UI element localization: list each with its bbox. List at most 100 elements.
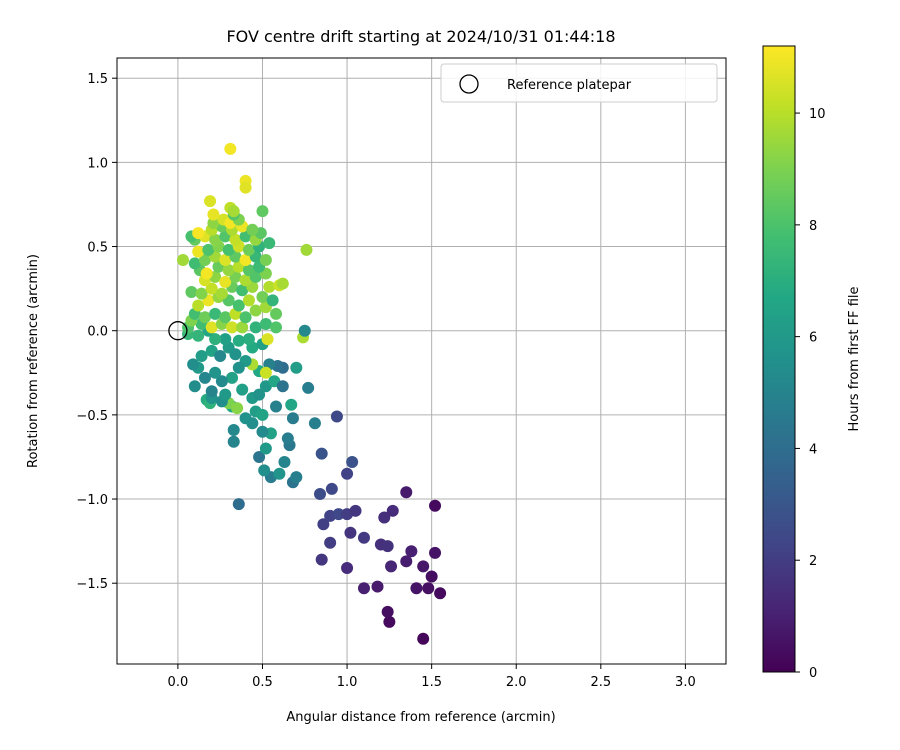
y-tick-label: 1.5 [87, 72, 108, 87]
data-point [259, 442, 272, 455]
y-tick-label: 0.0 [87, 325, 108, 340]
colorbar-gradient [763, 46, 795, 672]
data-point [246, 223, 259, 236]
y-tick-label: −1.0 [76, 493, 108, 508]
data-point [308, 417, 321, 430]
data-point [253, 388, 266, 401]
y-tick-label: −0.5 [76, 409, 108, 424]
points-layer [176, 142, 447, 645]
data-point [242, 294, 255, 307]
y-axis-title: Rotation from reference (arcmin) [26, 254, 41, 468]
data-point [224, 142, 237, 155]
data-point [276, 380, 289, 393]
data-point [229, 348, 242, 361]
data-point [209, 333, 222, 346]
data-point [200, 267, 213, 280]
data-point [259, 254, 272, 266]
data-point [229, 233, 242, 246]
data-point [381, 605, 394, 618]
data-point [410, 582, 423, 595]
data-point [273, 467, 286, 480]
data-point [195, 287, 208, 300]
x-tick-label: 1.0 [337, 675, 358, 690]
data-point [417, 632, 430, 645]
colorbar-tick-label: 8 [809, 219, 817, 234]
data-point [232, 334, 245, 347]
data-point [188, 257, 201, 270]
data-point [341, 467, 354, 480]
data-point [270, 307, 283, 320]
data-point [236, 321, 249, 334]
colorbar-frame [762, 45, 796, 673]
data-point [214, 349, 227, 362]
data-point [270, 400, 283, 413]
data-point [195, 349, 208, 362]
y-axis-ticks: −1.5 −1.0 −0.5 0.0 0.5 1.0 1.5 [76, 72, 117, 592]
legend: Reference platepar [440, 63, 718, 103]
data-point [242, 333, 255, 346]
data-point [227, 205, 240, 218]
x-tick-label: 0.0 [168, 675, 189, 690]
data-point [188, 380, 201, 393]
x-axis-ticks: 0.0 0.5 1.0 1.5 2.0 2.5 3.0 [168, 664, 696, 690]
data-point [227, 424, 240, 437]
data-point [317, 518, 330, 531]
data-point [232, 498, 245, 511]
legend-label: Reference platepar [507, 78, 632, 93]
colorbar-tick-label: 6 [809, 331, 817, 346]
data-point [198, 311, 211, 324]
colorbar-tick-label: 0 [809, 666, 817, 681]
data-point [385, 560, 398, 573]
data-point [405, 545, 418, 558]
data-point [239, 274, 252, 287]
data-point [357, 582, 370, 595]
data-point [324, 536, 337, 549]
data-point [192, 329, 205, 342]
colorbar-tick-label: 4 [809, 442, 817, 457]
x-tick-label: 2.0 [506, 675, 527, 690]
data-point [429, 546, 442, 559]
data-point [239, 254, 252, 266]
data-point [185, 285, 198, 298]
data-point [286, 412, 299, 425]
data-point [187, 358, 200, 371]
data-point [256, 425, 269, 438]
data-point [332, 508, 345, 521]
data-point [219, 254, 232, 266]
data-point [222, 243, 235, 256]
data-point [315, 553, 328, 566]
data-point [209, 366, 222, 379]
legend-marker-icon [459, 74, 479, 94]
data-point [236, 284, 249, 297]
x-tick-label: 1.5 [421, 675, 442, 690]
data-point [400, 486, 413, 499]
data-point [270, 321, 283, 334]
data-point [226, 321, 239, 334]
data-point [192, 299, 205, 312]
data-point [205, 282, 218, 295]
data-point [434, 587, 447, 600]
data-point [378, 511, 391, 524]
data-point [381, 540, 394, 553]
y-tick-label: 1.0 [87, 156, 108, 171]
data-point [429, 499, 442, 512]
y-tick-label: −1.5 [76, 577, 108, 592]
data-point [300, 243, 313, 256]
data-point [198, 254, 211, 266]
grid-layer [117, 58, 726, 664]
data-point [242, 264, 255, 277]
data-point [261, 333, 274, 346]
reference-platepar-marker [168, 321, 188, 341]
data-point [239, 412, 252, 425]
data-point [425, 570, 438, 583]
x-axis-title: Angular distance from reference (arcmin) [286, 710, 555, 725]
data-point [209, 307, 222, 320]
data-point [242, 243, 255, 256]
data-point [314, 487, 326, 500]
data-point [298, 324, 311, 337]
data-point [227, 435, 240, 448]
data-point [276, 277, 289, 290]
data-point [341, 562, 354, 575]
